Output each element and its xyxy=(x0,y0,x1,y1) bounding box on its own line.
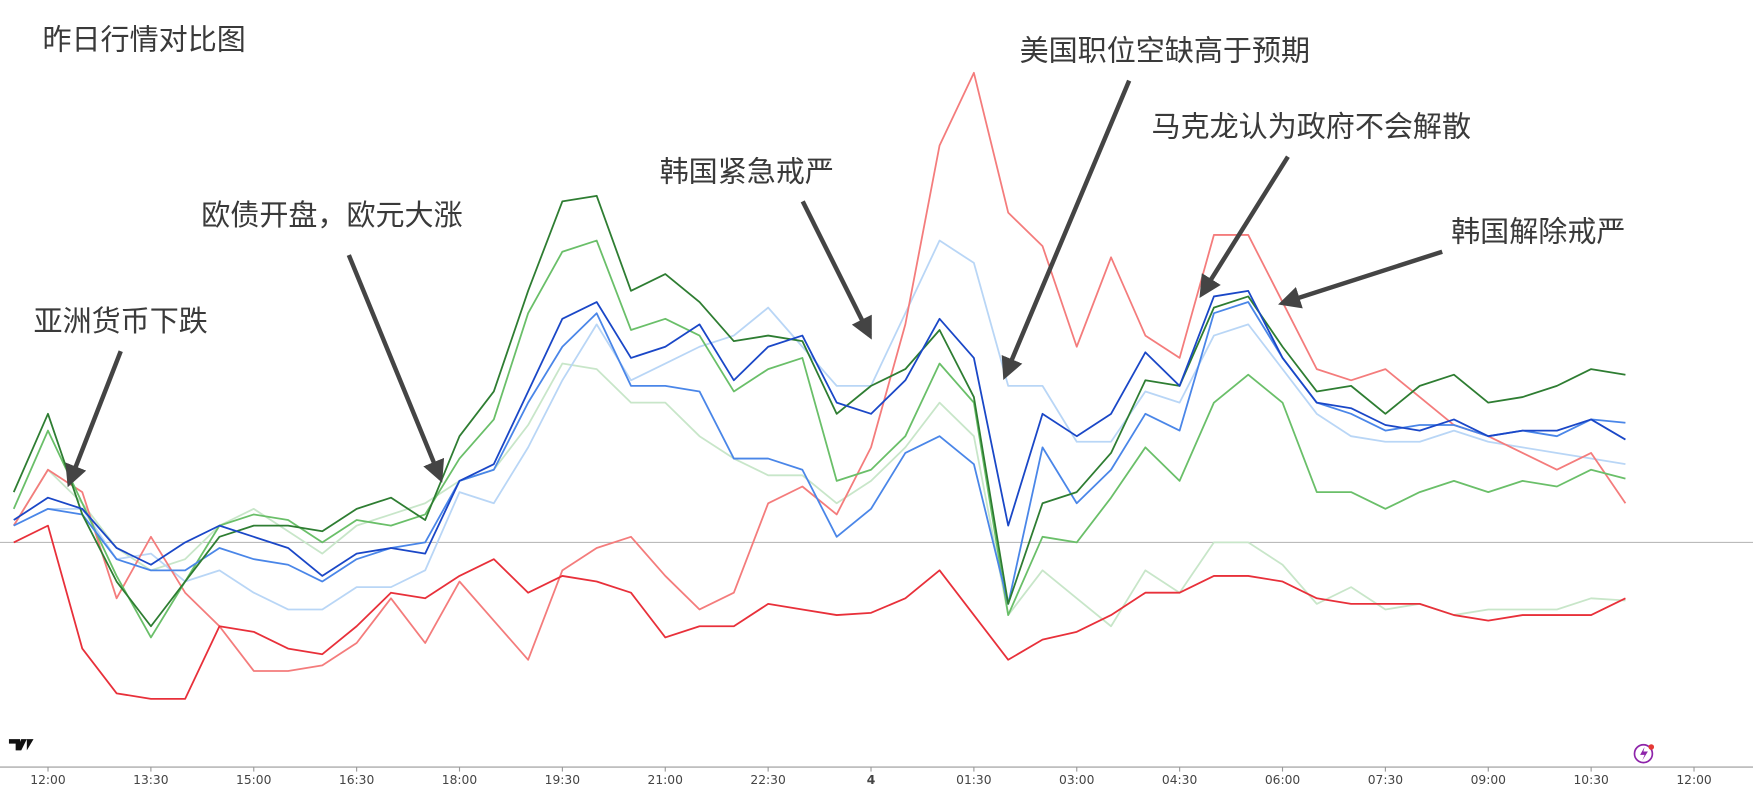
series-line xyxy=(12,362,1626,628)
annotation-arrow xyxy=(65,350,123,488)
logo xyxy=(8,739,34,751)
annotation: 亚洲货币下跌 xyxy=(34,304,208,338)
annotation: 韩国紧急戒严 xyxy=(660,154,834,188)
annotation-arrow xyxy=(346,254,445,483)
series-line xyxy=(13,524,1626,700)
annotation-arrow xyxy=(1278,249,1443,309)
annotation: 欧债开盘，欧元大涨 xyxy=(201,198,462,232)
x-tick-label: 10:30 xyxy=(1573,773,1608,787)
x-tick-label: 09:00 xyxy=(1471,773,1506,787)
x-tick-label: 12:00 xyxy=(1676,773,1711,787)
x-tick-label: 22:30 xyxy=(750,773,785,787)
series-line xyxy=(12,194,1626,628)
plot-area xyxy=(0,71,1753,700)
x-tick-label: 15:00 xyxy=(236,773,271,787)
annotation-arrow xyxy=(1199,155,1290,298)
x-tick-label: 06:00 xyxy=(1265,773,1300,787)
series-line xyxy=(12,239,1626,639)
status-icon xyxy=(1633,743,1655,764)
series-line xyxy=(13,239,1626,611)
x-tick-label: 03:00 xyxy=(1059,773,1094,787)
x-tick-label: 18:00 xyxy=(442,773,477,787)
x-tick-label: 12:00 xyxy=(30,773,65,787)
x-tick-label: 19:30 xyxy=(545,773,580,787)
x-tick-label: 4 xyxy=(867,773,876,787)
x-tick-label: 07:30 xyxy=(1368,773,1403,787)
x-tick-label: 13:30 xyxy=(133,773,168,787)
annotation: 美国职位空缺高于预期 xyxy=(1020,34,1310,68)
x-tick-label: 21:00 xyxy=(648,773,683,787)
x-tick-label: 16:30 xyxy=(339,773,374,787)
annotation-arrow xyxy=(1001,79,1132,380)
x-tick-label: 01:30 xyxy=(956,773,991,787)
annotation: 韩国解除戒严 xyxy=(1451,215,1625,249)
series-line xyxy=(13,301,1626,605)
annotation-arrow xyxy=(800,200,872,340)
chart-title: 昨日行情对比图 xyxy=(42,22,245,56)
x-tick-label: 04:30 xyxy=(1162,773,1197,787)
series-line xyxy=(12,71,1627,672)
series-line xyxy=(13,289,1626,577)
annotation: 马克龙认为政府不会解散 xyxy=(1152,110,1472,144)
